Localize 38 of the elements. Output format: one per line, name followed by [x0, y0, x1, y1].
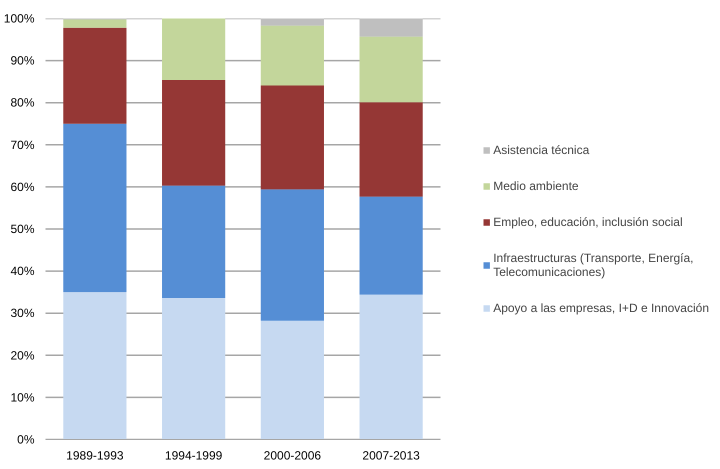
y-tick-label: 10% — [10, 390, 35, 404]
y-tick-label: 60% — [10, 180, 35, 194]
bar — [360, 36, 423, 102]
y-tick-label: 40% — [10, 264, 35, 278]
legend-label: Empleo, educación, inclusión social — [493, 214, 683, 228]
legend-label: Apoyo a las empresas, I+D e Innovación — [493, 300, 709, 314]
bar — [63, 28, 126, 124]
y-tick-label: 80% — [10, 96, 35, 110]
y-tick-label: 0% — [17, 432, 35, 446]
bar — [260, 320, 324, 440]
legend-label: Asistencia técnica — [493, 142, 590, 156]
bar — [162, 186, 226, 298]
bar — [260, 26, 324, 86]
bar — [162, 80, 226, 186]
x-tick-label: 2000-2006 — [264, 448, 322, 462]
x-tick-label: 1994-1999 — [164, 448, 223, 462]
y-tick-label: 30% — [10, 306, 35, 320]
bar — [360, 18, 423, 37]
bar — [162, 298, 226, 440]
bar — [360, 102, 423, 197]
bar — [63, 124, 126, 292]
y-tick-label: 50% — [10, 222, 35, 236]
y-tick-label: 70% — [10, 138, 35, 152]
y-tick-label: 90% — [10, 54, 35, 68]
bar — [63, 19, 126, 28]
y-tick-label: 100% — [4, 12, 35, 26]
bar — [63, 292, 126, 440]
bar — [260, 18, 324, 26]
bar — [260, 85, 324, 190]
x-tick-label: 1989-1993 — [66, 448, 124, 462]
bar — [162, 18, 226, 80]
legend-label: Medio ambiente — [493, 178, 579, 192]
bar — [260, 189, 324, 321]
y-tick-label: 20% — [10, 348, 35, 362]
legend-label: Infraestructuras (Transporte, Energía, Telecomunicaciones) — [493, 250, 694, 278]
x-tick-label: 2007-2013 — [362, 448, 420, 462]
bar — [360, 294, 423, 440]
bar — [360, 196, 423, 295]
